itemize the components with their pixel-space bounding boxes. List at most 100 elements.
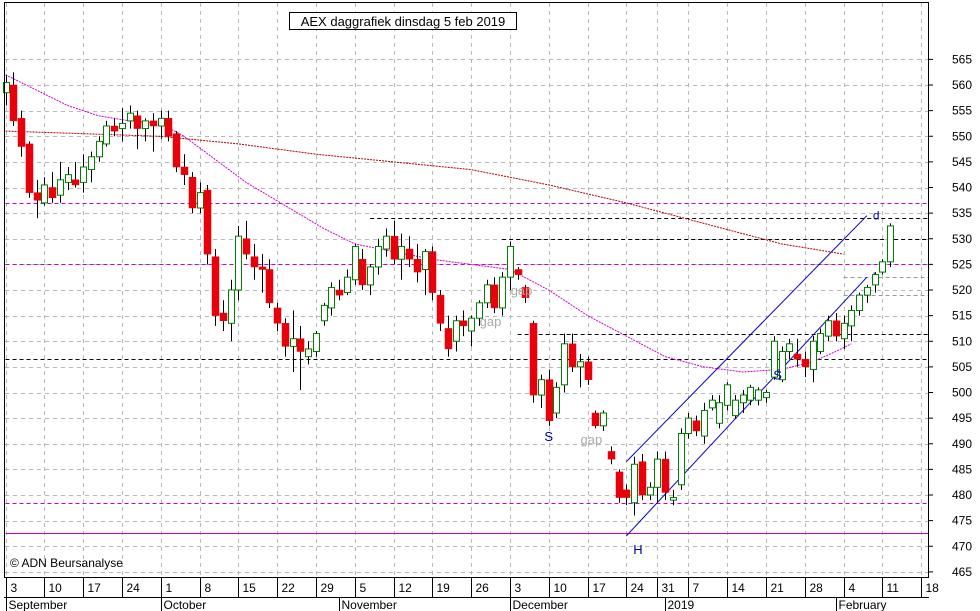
price-axis: 465 470 475 480 485 490 495 500 505 510 515 520 525 5… xyxy=(928,52,972,579)
y-tick-label: 480 xyxy=(952,488,972,502)
candle-body-up xyxy=(41,184,48,204)
candle-body-up xyxy=(732,399,739,417)
candlestick xyxy=(638,454,647,501)
candle-body-up xyxy=(321,304,328,322)
candlestick xyxy=(631,456,638,516)
candle-body-up xyxy=(740,394,747,404)
candlestick xyxy=(405,236,414,267)
candlestick xyxy=(577,354,584,388)
candle-body-up xyxy=(103,125,110,145)
candlesticks xyxy=(3,72,894,516)
candle-body-up xyxy=(142,120,149,130)
candlestick xyxy=(709,395,716,411)
x-tick-label: 7 xyxy=(693,581,700,595)
month-label: February xyxy=(839,598,887,611)
y-tick-label: 485 xyxy=(952,462,972,476)
candlestick xyxy=(670,489,677,506)
candle-body-down xyxy=(335,289,344,296)
candlestick xyxy=(25,141,34,198)
candle-body-down xyxy=(521,287,530,298)
annotation-label: H xyxy=(633,542,642,557)
candlestick xyxy=(872,272,879,293)
candlestick xyxy=(732,395,739,419)
candle-body-up xyxy=(57,179,64,196)
x-tick-label: 22 xyxy=(282,581,296,595)
candle-body-down xyxy=(33,192,42,201)
y-tick-label: 505 xyxy=(952,360,972,374)
candle-body-up xyxy=(887,225,894,263)
candlestick xyxy=(344,269,351,296)
candle-body-down xyxy=(48,187,57,198)
candlestick xyxy=(127,105,134,129)
candlestick xyxy=(281,318,290,357)
candlestick xyxy=(80,154,87,193)
candle-body-up xyxy=(468,317,475,332)
month-label: November xyxy=(342,598,397,611)
y-tick-label: 565 xyxy=(952,52,972,66)
candle-body-up xyxy=(763,392,770,399)
candlestick xyxy=(793,338,802,367)
candlestick xyxy=(57,161,64,203)
y-tick-label: 520 xyxy=(952,283,972,297)
candlestick xyxy=(453,315,460,352)
y-tick-label: 525 xyxy=(952,257,972,271)
candle-body-down xyxy=(110,125,119,132)
candlestick xyxy=(647,482,654,501)
candlestick xyxy=(188,172,197,214)
candle-body-down xyxy=(793,353,802,360)
candlestick xyxy=(110,118,119,137)
candle-body-up xyxy=(825,320,832,337)
candlestick xyxy=(786,338,793,360)
candlestick xyxy=(398,233,405,280)
candlestick xyxy=(9,72,18,126)
candlestick xyxy=(296,325,305,390)
candle-body-up xyxy=(305,348,312,358)
candle-body-down xyxy=(281,323,290,347)
candle-body-down xyxy=(9,84,18,122)
candlestick xyxy=(499,272,506,316)
month-label: December xyxy=(513,598,568,611)
candle-body-up xyxy=(709,399,716,409)
candle-body-up xyxy=(879,261,886,273)
candle-body-up xyxy=(747,386,754,401)
candlestick xyxy=(305,341,312,365)
candle-body-down xyxy=(545,379,554,421)
candle-body-up xyxy=(810,340,817,370)
y-tick-label: 490 xyxy=(952,437,972,451)
month-label: 2019 xyxy=(668,598,695,611)
candle-body-up xyxy=(817,333,824,352)
candle-body-up xyxy=(65,174,72,183)
x-tick-label: 12 xyxy=(399,581,413,595)
candlestick xyxy=(755,387,762,406)
candle-body-down xyxy=(801,358,810,368)
candlestick xyxy=(103,120,110,147)
y-tick-label: 560 xyxy=(952,78,972,92)
candle-body-down xyxy=(296,338,305,352)
candle-body-down xyxy=(133,115,142,129)
candle-body-down xyxy=(692,420,701,432)
x-tick-label: 8 xyxy=(205,581,212,595)
candlestick xyxy=(242,220,251,260)
candle-body-down xyxy=(436,294,445,324)
candlestick xyxy=(801,351,810,378)
candlestick xyxy=(3,74,10,106)
candlestick xyxy=(203,184,212,265)
candle-body-up xyxy=(476,302,483,319)
candle-body-up xyxy=(352,245,359,281)
candlestick xyxy=(678,428,685,490)
candle-body-up xyxy=(685,417,692,434)
candle-body-down xyxy=(164,118,173,137)
candlestick xyxy=(848,305,855,342)
y-tick-label: 550 xyxy=(952,129,972,143)
candle-body-down xyxy=(444,328,453,350)
candle-body-up xyxy=(453,320,460,342)
x-tick-label: 14 xyxy=(732,581,746,595)
annotation-label: gap xyxy=(581,432,603,447)
candle-body-up xyxy=(848,310,855,327)
candlestick xyxy=(685,413,692,439)
candle-body-down xyxy=(568,343,577,368)
x-tick-label: 1 xyxy=(166,581,173,595)
candlestick xyxy=(17,110,26,157)
candle-body-up xyxy=(872,274,879,286)
